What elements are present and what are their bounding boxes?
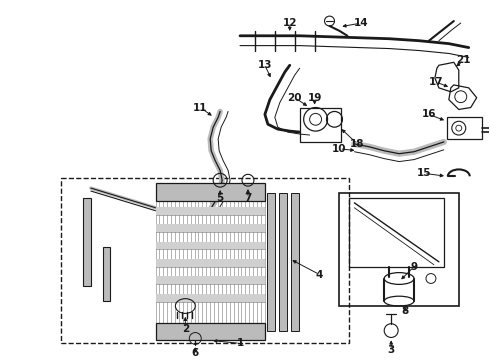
Text: 11: 11 (193, 103, 207, 113)
Text: 2: 2 (182, 324, 189, 334)
Bar (155, 294, 265, 302)
Bar (279, 193, 287, 330)
Text: 3: 3 (388, 345, 395, 355)
Text: 17: 17 (429, 77, 443, 87)
Text: 8: 8 (401, 306, 409, 316)
Text: 14: 14 (354, 18, 368, 28)
Bar (155, 207, 265, 215)
Text: 4: 4 (316, 270, 323, 280)
Text: 5: 5 (217, 193, 224, 203)
Bar (340, 193, 459, 306)
Text: 7: 7 (245, 193, 252, 203)
Text: 10: 10 (332, 144, 347, 154)
Bar (155, 323, 265, 341)
Bar (155, 224, 265, 232)
Text: 1: 1 (236, 338, 244, 348)
Text: 21: 21 (457, 55, 471, 66)
Bar (155, 276, 265, 284)
Bar (447, 117, 482, 139)
Text: 15: 15 (416, 168, 431, 178)
Bar (300, 108, 342, 142)
Bar (83, 198, 91, 286)
Bar (103, 247, 110, 301)
Bar (155, 242, 265, 249)
Bar (155, 259, 265, 267)
Text: 20: 20 (288, 93, 302, 103)
Bar (267, 193, 275, 330)
Text: 13: 13 (258, 60, 272, 70)
Text: 12: 12 (283, 18, 297, 28)
Text: 19: 19 (307, 93, 322, 103)
Bar (155, 183, 265, 201)
Bar (291, 193, 299, 330)
Text: 6: 6 (192, 348, 199, 358)
Bar (349, 198, 444, 267)
Text: 18: 18 (350, 139, 365, 149)
Text: 16: 16 (422, 109, 436, 120)
Text: 9: 9 (411, 262, 417, 272)
Bar (61, 178, 349, 343)
